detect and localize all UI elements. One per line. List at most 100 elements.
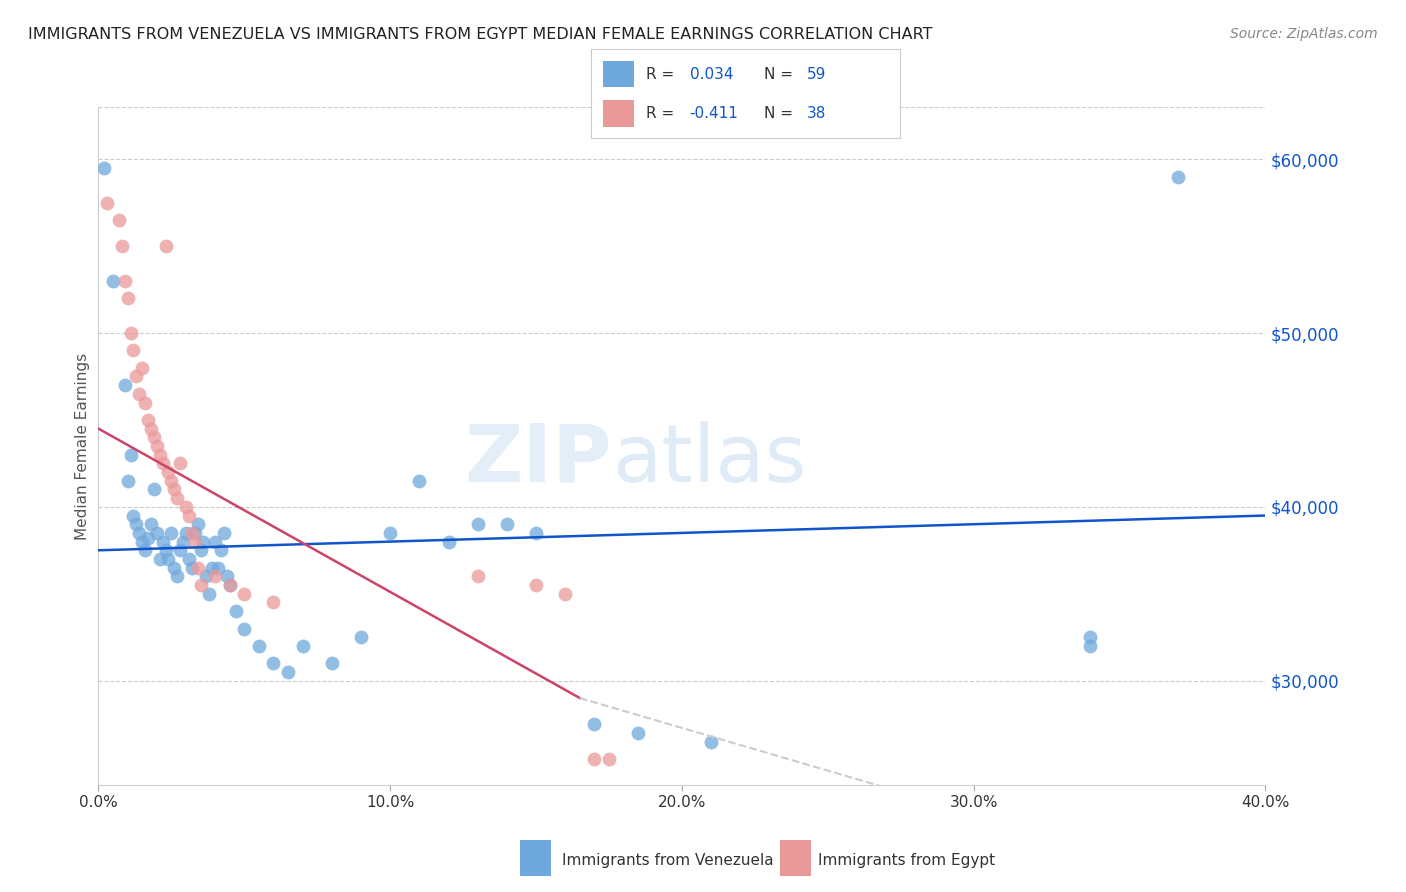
Point xyxy=(172,534,194,549)
Point xyxy=(174,500,197,514)
Text: 59: 59 xyxy=(807,67,827,81)
Point xyxy=(198,587,221,601)
Point xyxy=(166,491,188,505)
Point xyxy=(142,430,165,444)
Point xyxy=(152,534,174,549)
Point xyxy=(627,726,650,740)
Point xyxy=(96,195,118,210)
Point xyxy=(437,534,460,549)
Point xyxy=(193,534,215,549)
Text: 0.034: 0.034 xyxy=(689,67,733,81)
Point xyxy=(350,630,373,644)
Point xyxy=(291,639,314,653)
Point xyxy=(142,483,165,497)
Point xyxy=(169,543,191,558)
Text: R =: R = xyxy=(647,67,679,81)
Point xyxy=(160,474,183,488)
Point xyxy=(128,525,150,540)
Point xyxy=(233,622,256,636)
Point xyxy=(155,543,177,558)
Point xyxy=(177,552,200,566)
Text: IMMIGRANTS FROM VENEZUELA VS IMMIGRANTS FROM EGYPT MEDIAN FEMALE EARNINGS CORREL: IMMIGRANTS FROM VENEZUELA VS IMMIGRANTS … xyxy=(28,27,932,42)
Point xyxy=(1080,630,1102,644)
Point xyxy=(190,578,212,592)
Point xyxy=(160,525,183,540)
Point xyxy=(177,508,200,523)
Point xyxy=(187,517,209,532)
Point xyxy=(380,525,402,540)
Point xyxy=(207,560,229,574)
Point xyxy=(598,752,620,766)
Point xyxy=(408,474,430,488)
Text: N =: N = xyxy=(763,106,797,120)
Point xyxy=(496,517,519,532)
Point xyxy=(212,525,235,540)
Point xyxy=(467,517,489,532)
Point xyxy=(163,560,186,574)
Point xyxy=(120,326,142,340)
Point xyxy=(157,465,180,479)
Point xyxy=(152,456,174,470)
Point xyxy=(321,657,343,671)
Text: ZIP: ZIP xyxy=(464,420,612,499)
Point xyxy=(204,569,226,583)
Point xyxy=(136,413,159,427)
Point xyxy=(218,578,240,592)
Point xyxy=(149,448,172,462)
Point xyxy=(209,543,232,558)
Point xyxy=(524,525,547,540)
Point xyxy=(195,569,218,583)
Point xyxy=(1080,639,1102,653)
Point xyxy=(174,525,197,540)
Point xyxy=(201,560,224,574)
Point xyxy=(93,161,115,175)
Text: Immigrants from Egypt: Immigrants from Egypt xyxy=(818,854,995,868)
Point xyxy=(131,534,153,549)
Point xyxy=(524,578,547,592)
Point xyxy=(111,239,134,253)
Point xyxy=(277,665,299,679)
Text: 38: 38 xyxy=(807,106,827,120)
Point xyxy=(169,456,191,470)
Point xyxy=(146,525,169,540)
Point xyxy=(247,639,270,653)
Point xyxy=(218,578,240,592)
Point xyxy=(125,369,148,384)
Point xyxy=(233,587,256,601)
Point xyxy=(183,534,205,549)
Point xyxy=(114,274,136,288)
Point xyxy=(101,274,124,288)
Bar xyxy=(603,100,634,127)
Point xyxy=(146,439,169,453)
Point xyxy=(583,752,606,766)
Point xyxy=(204,534,226,549)
Point xyxy=(139,422,162,436)
Point xyxy=(157,552,180,566)
Text: N =: N = xyxy=(763,67,797,81)
Point xyxy=(700,734,723,748)
Point xyxy=(190,543,212,558)
Point xyxy=(262,595,284,609)
Point xyxy=(554,587,576,601)
Point xyxy=(122,343,145,358)
Point xyxy=(131,360,153,375)
Text: R =: R = xyxy=(647,106,679,120)
Point xyxy=(187,560,209,574)
Point xyxy=(120,448,142,462)
Point xyxy=(128,387,150,401)
Point xyxy=(215,569,238,583)
Point xyxy=(467,569,489,583)
Point xyxy=(163,483,186,497)
Text: Immigrants from Venezuela: Immigrants from Venezuela xyxy=(562,854,775,868)
Point xyxy=(114,378,136,392)
Point xyxy=(136,531,159,545)
Point xyxy=(108,213,131,227)
Point xyxy=(1167,169,1189,184)
Point xyxy=(139,517,162,532)
Text: atlas: atlas xyxy=(612,420,806,499)
Point xyxy=(583,717,606,731)
Y-axis label: Median Female Earnings: Median Female Earnings xyxy=(75,352,90,540)
Point xyxy=(225,604,247,618)
Point xyxy=(180,560,202,574)
Point xyxy=(134,395,156,409)
